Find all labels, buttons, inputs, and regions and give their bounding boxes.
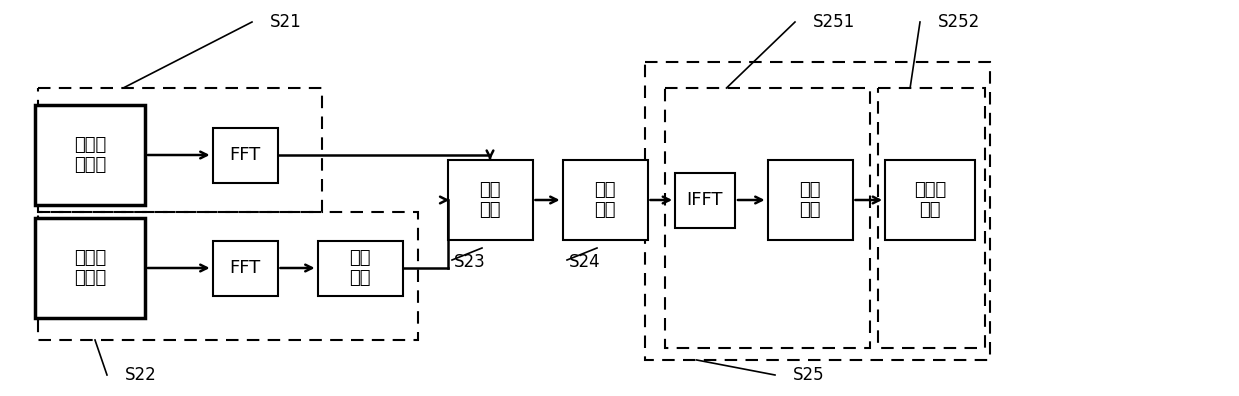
- Text: IFFT: IFFT: [686, 191, 724, 209]
- Text: FFT: FFT: [229, 146, 260, 164]
- Text: S252: S252: [938, 13, 980, 31]
- Bar: [885, 160, 975, 240]
- Text: S251: S251: [813, 13, 855, 31]
- Bar: [675, 173, 735, 227]
- Text: S22: S22: [125, 366, 157, 384]
- Bar: [563, 160, 648, 240]
- Bar: [213, 240, 278, 295]
- Bar: [665, 88, 870, 348]
- Text: 共轭
计算: 共轭 计算: [349, 249, 370, 287]
- Text: 复数
相乘: 复数 相乘: [479, 181, 501, 219]
- Bar: [447, 160, 533, 240]
- Text: 取模
计算: 取模 计算: [799, 181, 820, 219]
- Text: 最大值
检测: 最大值 检测: [914, 181, 947, 219]
- Bar: [646, 62, 990, 360]
- Text: S23: S23: [455, 253, 486, 271]
- Text: FFT: FFT: [229, 259, 260, 277]
- Bar: [767, 160, 852, 240]
- Text: 标准滤
波信号: 标准滤 波信号: [74, 135, 107, 174]
- Bar: [35, 105, 145, 205]
- Text: S24: S24: [569, 253, 601, 271]
- Bar: [38, 88, 322, 212]
- Text: 频域
加权: 频域 加权: [595, 181, 616, 219]
- Bar: [317, 240, 403, 295]
- Bar: [38, 212, 418, 340]
- Bar: [878, 88, 985, 348]
- Bar: [35, 218, 145, 318]
- Bar: [213, 128, 278, 183]
- Text: S25: S25: [793, 366, 825, 384]
- Text: S21: S21: [270, 13, 302, 31]
- Text: 测试滤
波信号: 测试滤 波信号: [74, 249, 107, 287]
